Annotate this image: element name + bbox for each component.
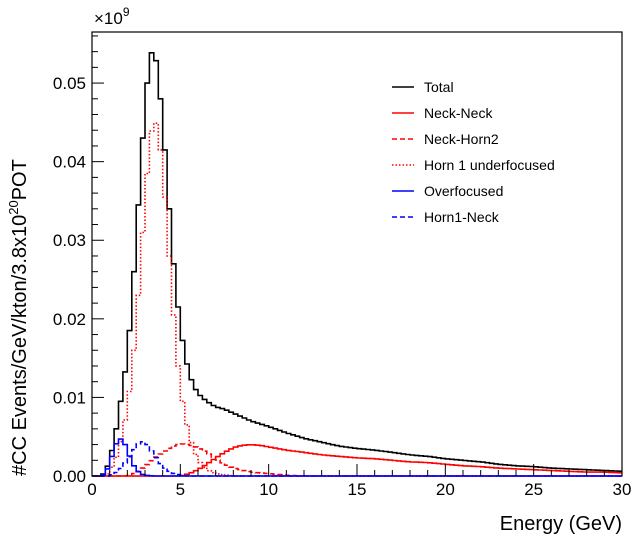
legend-label: Horn1-Neck [424,209,500,225]
y-tick-label: 0.00 [53,467,86,486]
y-tick-label: 0.05 [53,74,86,93]
legend-label: Total [424,79,454,95]
series-layer [92,52,622,477]
y-tick-label: 0.01 [53,388,86,407]
y-axis-title: #CC Events/GeV/kton/3.8x1020POT [6,159,31,476]
x-tick-label: 30 [613,480,632,499]
x-tick-label: 0 [87,480,96,499]
y-tick-label: 0.02 [53,310,86,329]
x-tick-label: 10 [259,480,278,499]
x-tick-label: 25 [524,480,543,499]
y-tick-label: 0.03 [53,231,86,250]
x-axis-title: Energy (GeV) [500,513,622,535]
series-total [92,52,622,477]
x-axis: 0 5 10 15 20 25 30 [87,464,631,499]
legend-label: Horn 1 underfocused [424,157,555,173]
y-tick-label: 0.04 [53,153,86,172]
legend: Total Neck-Neck Neck-Horn2 Horn 1 underfocu… [392,79,555,225]
x-tick-label: 5 [176,480,185,499]
y-multiplier: ×109 [94,5,130,28]
legend-label: Overfocused [424,183,503,199]
legend-label: Neck-Neck [424,105,493,121]
y-axis: 0.00 0.01 0.02 0.03 0.04 0.05 [53,35,104,486]
series-horn1-neck [92,441,622,477]
x-tick-label: 15 [348,480,367,499]
legend-label: Neck-Horn2 [424,131,499,147]
x-tick-label: 20 [436,480,455,499]
series-horn-1-underfocused [92,122,622,477]
